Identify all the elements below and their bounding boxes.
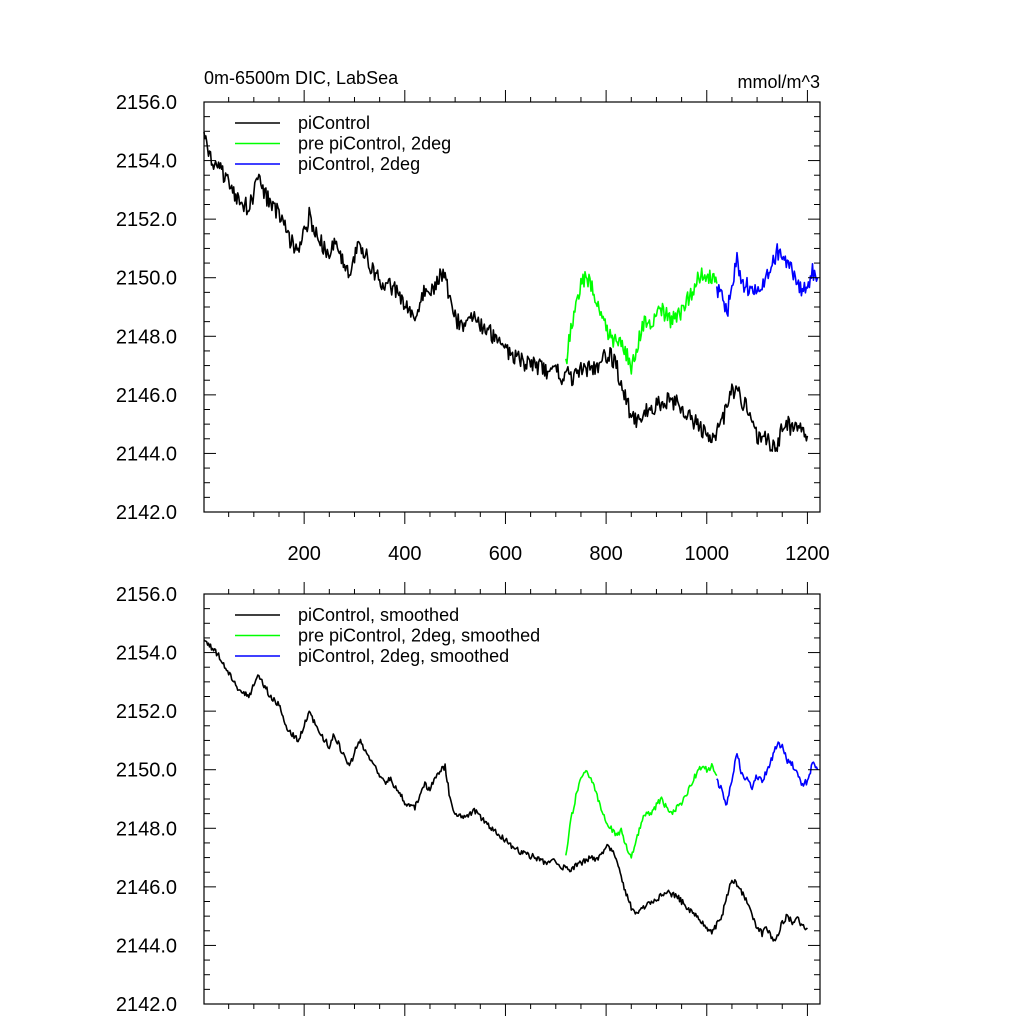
y-tick-label: 2146.0: [116, 385, 177, 407]
x-tick-label: 200: [287, 543, 320, 565]
series-line-2: [565, 762, 718, 859]
y-tick-label: 2150.0: [116, 760, 177, 782]
y-tick-label: 2142.0: [116, 502, 177, 524]
legend-label: piControl: [298, 113, 370, 133]
x-tick-label: 1000: [685, 543, 730, 565]
y-tick-label: 2152.0: [116, 701, 177, 723]
y-tick-label: 2148.0: [116, 818, 177, 840]
legend-label: pre piControl, 2deg, smoothed: [298, 626, 540, 646]
y-tick-label: 2150.0: [116, 268, 177, 290]
y-tick-label: 2156.0: [116, 584, 177, 606]
y-tick-label: 2154.0: [116, 643, 177, 665]
figure-title: 0m-6500m DIC, LabSea: [204, 68, 399, 88]
series-line-2: [565, 267, 718, 375]
y-tick-label: 2144.0: [116, 935, 177, 957]
y-tick-label: 2152.0: [116, 209, 177, 231]
legend-label: piControl, 2deg: [298, 154, 420, 174]
bottom-panel: 2142.0 2144.0 2146.0 2148.0 2150.0 2152.0 2154…: [116, 582, 821, 1016]
y-tick-label: 2156.0: [116, 92, 177, 114]
legend-label: piControl, smoothed: [298, 605, 459, 625]
top-panel: 2142.0 2144.0 2146.0 2148.0 2150.0 2152.0 2154…: [116, 90, 830, 565]
series-line-3: [716, 741, 819, 806]
x-tick-label: 800: [589, 543, 622, 565]
y-tick-label: 2148.0: [116, 326, 177, 348]
y-tick-label: 2142.0: [116, 994, 177, 1016]
legend-label: piControl, 2deg, smoothed: [298, 646, 509, 666]
y-tick-label: 2146.0: [116, 877, 177, 899]
series-line-1: [203, 131, 809, 453]
x-tick-label: 600: [489, 543, 522, 565]
series-line-1: [203, 639, 808, 942]
series-line-3: [716, 243, 819, 317]
units-label: mmol/m^3: [738, 72, 820, 92]
y-tick-label: 2154.0: [116, 151, 177, 173]
x-tick-label: 1200: [785, 543, 830, 565]
legend-label: pre piControl, 2deg: [298, 134, 451, 154]
x-tick-label: 400: [388, 543, 421, 565]
y-tick-label: 2144.0: [116, 443, 177, 465]
